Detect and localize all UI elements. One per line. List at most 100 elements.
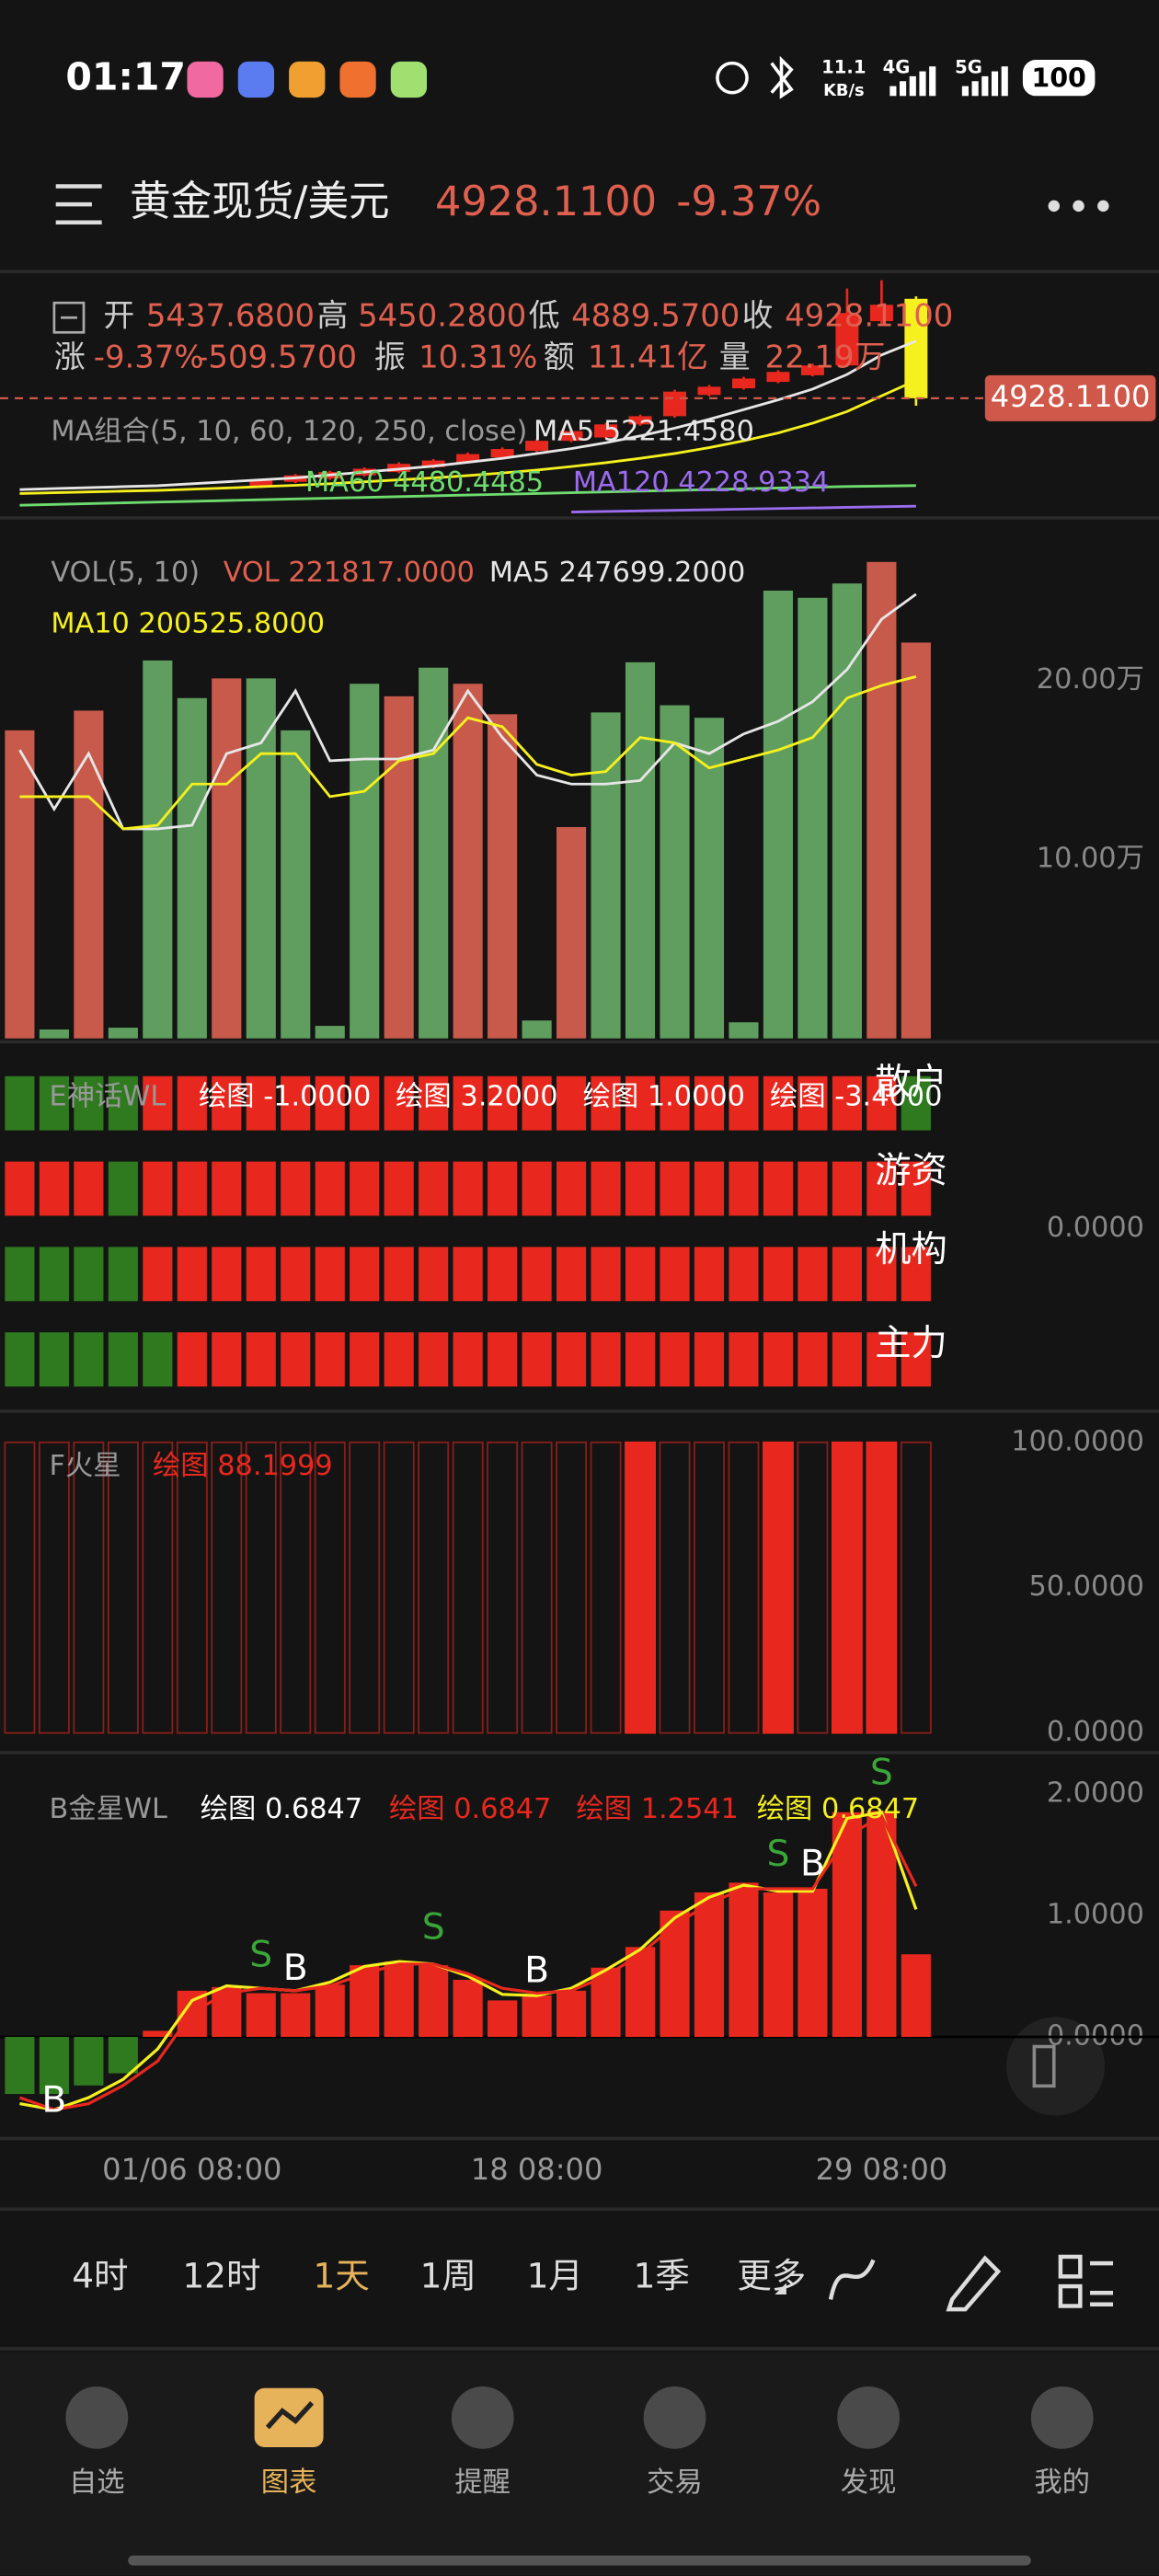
signal-cell [625,1075,656,1131]
collapse-icon[interactable] [52,301,86,334]
timeframe-tab[interactable]: 4时 [72,2256,128,2296]
y-tick-label: 50.0000 [1029,1570,1144,1603]
quote-label: 开 [103,298,134,334]
signal-marker: S [766,1834,789,1875]
signal-cell [315,1075,345,1131]
mars-bar [383,1441,415,1734]
nav-icon[interactable] [451,2386,514,2449]
timeframe-tab[interactable]: 更多 [737,2256,806,2296]
volume-bar [74,710,104,1039]
header-change: -9.37% [676,178,821,225]
signal-cell [522,1247,552,1302]
panel-value: 绘图 1.2541 [576,1793,738,1825]
chart-glyph [265,2401,315,2430]
candle-body [835,313,859,366]
nav-label[interactable]: 图表 [261,2467,317,2499]
nav-label[interactable]: 我的 [1034,2467,1090,2499]
app-icon [289,61,326,98]
nav-icon[interactable] [1030,2386,1094,2449]
venus-bar [39,2036,69,2095]
signal-cell [694,1161,725,1216]
signal-cell [177,1075,207,1131]
panel-value: 绘图 0.6847 [389,1793,551,1825]
volume-bar [866,561,897,1039]
quote-value: 4928.1100 [785,298,953,334]
candle-body [628,416,652,425]
signal-cell [315,1247,345,1302]
signal-cell [74,1332,104,1387]
signal-cell [557,1075,587,1131]
quote-value: 4889.5700 [571,298,740,334]
more-icon[interactable] [1048,200,1109,213]
nav-label[interactable]: 交易 [647,2467,703,2499]
volume-bar [281,730,311,1039]
signal-cell [798,1247,828,1302]
row-label: 游资 [875,1151,947,1192]
menu-icon[interactable] [55,184,102,224]
mars-bar [556,1441,588,1734]
signal-cell [660,1075,690,1131]
volume-bar [694,718,725,1039]
candle-body [869,305,893,322]
signal-cell [901,1161,931,1216]
mars-bar [107,1441,139,1734]
signal-cell [246,1247,276,1302]
venus-bar [591,1967,621,2037]
grid-icon [1058,2283,1083,2308]
quote-value: 11.41亿 [588,339,708,374]
nav-icon[interactable] [65,2386,129,2449]
nav-label[interactable]: 自选 [69,2467,125,2499]
candle-body [525,441,549,451]
home-indicator [128,2555,1031,2566]
signal-cell [5,1247,35,1302]
dot [1048,200,1061,213]
signal-cell [419,1161,449,1216]
timeframe-tab[interactable]: 1天 [314,2256,370,2296]
timeframe-tab[interactable]: 12时 [182,2256,260,2296]
signal-marker: B [283,1948,308,1989]
timeframe-tab[interactable]: 1周 [420,2256,476,2296]
signal-cell [108,1161,138,1216]
mars-bar [38,1441,70,1734]
panel-value: 绘图 1.0000 [583,1080,745,1112]
nav-icon[interactable] [643,2386,706,2449]
quote-label: 量 [719,339,751,374]
panel-value: 绘图 0.6847 [757,1793,919,1825]
mars-bar [728,1441,760,1734]
line [18,592,917,831]
signal-cell [694,1075,725,1131]
signal-cell [557,1332,587,1387]
candle-body [731,378,755,389]
status-icons [716,55,794,99]
ma-legend: MA120 4228.9334 [573,466,829,499]
timeframe-tab[interactable]: 1月 [527,2256,583,2296]
app-icon [237,61,275,98]
signal-cell [763,1332,794,1387]
timeframe-tab[interactable]: 1季 [634,2256,690,2296]
volume-bar [798,597,828,1039]
candle-body [559,431,583,442]
venus-bar [384,1961,414,2037]
dot [1073,200,1084,213]
signal-cell [522,1075,552,1131]
nav-label[interactable]: 提醒 [454,2467,511,2499]
bluetooth-icon [770,55,794,99]
pen-icon[interactable] [946,2255,1002,2312]
draw-line-icon[interactable] [828,2259,876,2300]
app-icons [187,61,428,98]
nav-icon[interactable] [837,2386,901,2449]
signal-bar [1001,66,1008,97]
nav-label[interactable]: 发现 [841,2467,897,2499]
signal-cell [591,1332,621,1387]
signal-cell [5,1332,35,1387]
signal-cell [453,1247,483,1302]
volume-bar [453,684,483,1039]
volume-bar [660,705,690,1039]
grid-icon[interactable] [1058,2254,1083,2279]
venus-bar [832,1811,862,2037]
quote-label: 高 [316,298,348,334]
signal-cell [350,1247,380,1302]
volume-bar [143,660,173,1039]
candle-body [490,449,514,458]
app-icon [339,61,376,98]
